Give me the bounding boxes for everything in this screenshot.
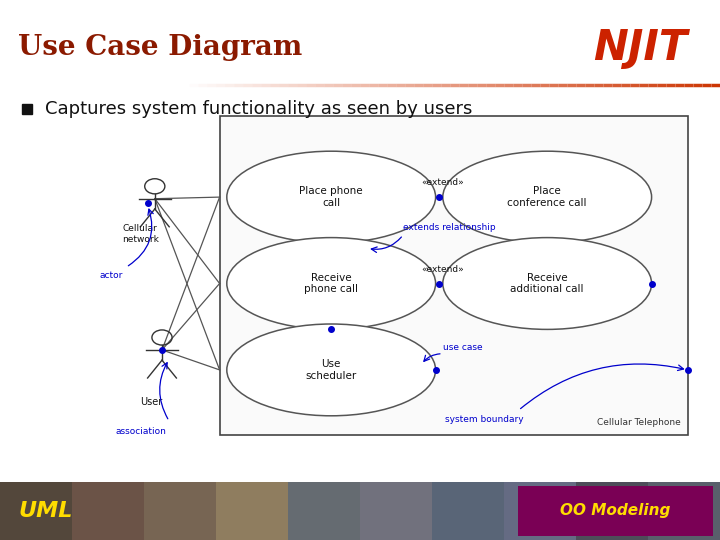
Bar	[0, 0, 720, 84]
Bar	[432, 482, 504, 540]
Bar	[576, 482, 648, 540]
Ellipse shape	[227, 151, 436, 243]
Ellipse shape	[443, 151, 652, 243]
Bar	[72, 482, 144, 540]
Text: Receive
additional call: Receive additional call	[510, 273, 584, 294]
Text: Use
scheduler: Use scheduler	[305, 359, 357, 381]
Text: association: association	[115, 427, 166, 436]
Text: system boundary: system boundary	[445, 415, 523, 424]
Text: NJIT: NJIT	[593, 26, 688, 69]
Bar	[288, 482, 360, 540]
Bar	[220, 116, 688, 435]
Ellipse shape	[443, 238, 652, 329]
Text: actor: actor	[99, 271, 122, 280]
Text: Receive
phone call: Receive phone call	[304, 273, 359, 294]
Bar	[648, 482, 720, 540]
Text: Cellular Telephone: Cellular Telephone	[597, 417, 680, 427]
Bar	[360, 482, 432, 540]
Text: Captures system functionality as seen by users: Captures system functionality as seen by…	[45, 100, 472, 118]
Text: Place phone
call: Place phone call	[300, 186, 363, 208]
Text: «extend»: «extend»	[421, 178, 464, 187]
Text: Cellular
network: Cellular network	[122, 224, 159, 244]
Text: Use Case Diagram: Use Case Diagram	[18, 34, 302, 61]
Text: extends relationship: extends relationship	[403, 223, 496, 232]
Bar	[0, 482, 72, 540]
Bar	[504, 482, 576, 540]
Bar	[216, 482, 288, 540]
Text: Place
conference call: Place conference call	[508, 186, 587, 208]
Bar	[518, 486, 713, 536]
Text: UML: UML	[18, 501, 73, 521]
Ellipse shape	[227, 238, 436, 329]
Bar	[144, 482, 216, 540]
Ellipse shape	[227, 324, 436, 416]
Text: use case: use case	[443, 343, 482, 352]
Text: User: User	[140, 397, 162, 407]
Bar	[0, 482, 720, 540]
Text: OO Modeling: OO Modeling	[560, 503, 671, 518]
Text: «extend»: «extend»	[421, 265, 464, 274]
